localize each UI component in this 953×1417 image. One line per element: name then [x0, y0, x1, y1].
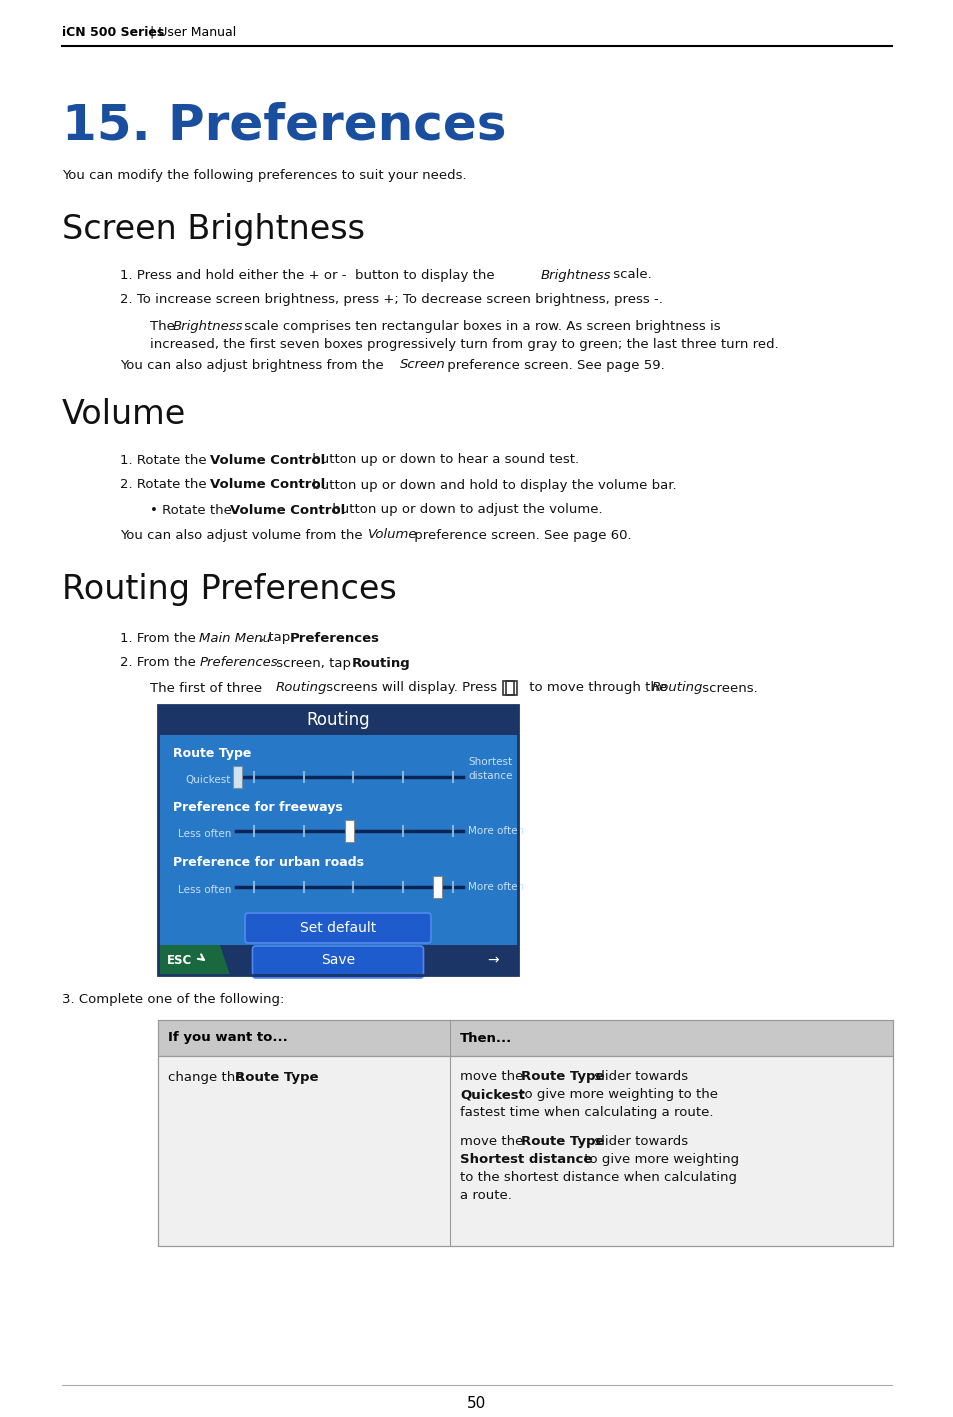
- Text: Route Type: Route Type: [520, 1070, 604, 1083]
- Text: 1. From the: 1. From the: [120, 632, 200, 645]
- Text: 1. Press and hold either the + or -  button to display the: 1. Press and hold either the + or - butt…: [120, 268, 498, 282]
- Text: →: →: [487, 954, 498, 966]
- Text: 2. To increase screen brightness, press +; To decrease screen brightness, press : 2. To increase screen brightness, press …: [120, 293, 662, 306]
- Text: Volume Control: Volume Control: [210, 479, 325, 492]
- Text: Quickest: Quickest: [186, 775, 231, 785]
- Text: Then...: Then...: [459, 1032, 512, 1044]
- Bar: [158, 1056, 892, 1246]
- Text: screen, tap: screen, tap: [272, 656, 355, 669]
- Text: Save: Save: [320, 954, 355, 966]
- Text: slider towards: slider towards: [589, 1070, 687, 1083]
- Bar: [158, 945, 517, 975]
- Bar: [502, 682, 514, 694]
- Text: Routing: Routing: [352, 656, 411, 669]
- Text: More often: More often: [468, 881, 523, 891]
- Text: Preferences: Preferences: [290, 632, 379, 645]
- Text: You can also adjust brightness from the: You can also adjust brightness from the: [120, 359, 388, 371]
- Bar: [158, 1020, 892, 1056]
- Polygon shape: [220, 945, 230, 975]
- Text: Brightness: Brightness: [540, 268, 611, 282]
- Text: screens will display. Press: screens will display. Press: [322, 682, 497, 694]
- Text: Volume: Volume: [368, 529, 417, 541]
- Text: button up or down to adjust the volume.: button up or down to adjust the volume.: [328, 503, 602, 517]
- Text: | User Manual: | User Manual: [150, 26, 236, 38]
- Text: Volume: Volume: [62, 398, 186, 432]
- Text: to the shortest distance when calculating: to the shortest distance when calculatin…: [459, 1170, 737, 1185]
- Text: Route Type: Route Type: [520, 1135, 604, 1148]
- Text: .: .: [398, 656, 403, 669]
- Bar: [158, 735, 517, 945]
- Text: Set default: Set default: [299, 921, 375, 935]
- Text: Route Type: Route Type: [234, 1071, 318, 1084]
- Text: Brightness: Brightness: [172, 320, 243, 333]
- Text: Volume Control: Volume Control: [210, 453, 325, 466]
- Bar: [433, 876, 441, 898]
- Text: 2. Rotate the: 2. Rotate the: [120, 479, 211, 492]
- Text: Shortest
distance: Shortest distance: [468, 758, 512, 781]
- Bar: [158, 706, 517, 735]
- Text: ESC: ESC: [167, 954, 193, 966]
- Text: 2. From the: 2. From the: [120, 656, 200, 669]
- Text: Shortest distance: Shortest distance: [459, 1153, 592, 1166]
- Text: preference screen. See page 60.: preference screen. See page 60.: [410, 529, 631, 541]
- Text: change the: change the: [168, 1071, 248, 1084]
- Text: button up or down and hold to display the volume bar.: button up or down and hold to display th…: [308, 479, 676, 492]
- Text: Less often: Less often: [177, 829, 231, 839]
- FancyBboxPatch shape: [245, 913, 431, 942]
- Text: Routing: Routing: [651, 682, 702, 694]
- Text: button up or down to hear a sound test.: button up or down to hear a sound test.: [308, 453, 578, 466]
- Bar: [233, 767, 242, 788]
- Text: move the: move the: [459, 1135, 527, 1148]
- Text: Screen: Screen: [399, 359, 445, 371]
- Text: increased, the first seven boxes progressively turn from gray to green; the last: increased, the first seven boxes progres…: [150, 339, 778, 351]
- Text: The first of three: The first of three: [150, 682, 266, 694]
- Text: • Rotate the: • Rotate the: [150, 503, 236, 517]
- Text: screens.: screens.: [698, 682, 757, 694]
- Text: a route.: a route.: [459, 1189, 512, 1202]
- Text: Screen Brightness: Screen Brightness: [62, 214, 365, 247]
- Text: , tap: , tap: [260, 632, 294, 645]
- Text: Less often: Less often: [177, 886, 231, 896]
- Text: to give more weighting: to give more weighting: [579, 1153, 739, 1166]
- Text: to move through the: to move through the: [524, 682, 671, 694]
- Bar: [158, 945, 220, 975]
- Bar: [505, 682, 517, 694]
- Text: Route Type: Route Type: [172, 747, 251, 760]
- Text: Main Menu: Main Menu: [199, 632, 271, 645]
- Text: move the: move the: [459, 1070, 527, 1083]
- Text: The: The: [150, 320, 179, 333]
- Bar: [158, 706, 517, 975]
- Text: 50: 50: [467, 1396, 486, 1410]
- Text: 3. Complete one of the following:: 3. Complete one of the following:: [62, 993, 284, 1006]
- Text: preference screen. See page 59.: preference screen. See page 59.: [442, 359, 664, 371]
- Text: fastest time when calculating a route.: fastest time when calculating a route.: [459, 1107, 713, 1119]
- Bar: [158, 1020, 892, 1246]
- Text: .: .: [363, 632, 367, 645]
- Text: to give more weighting to the: to give more weighting to the: [515, 1088, 718, 1101]
- Text: Preference for freeways: Preference for freeways: [172, 801, 342, 813]
- Text: Preference for urban roads: Preference for urban roads: [172, 856, 364, 870]
- Text: 15. Preferences: 15. Preferences: [62, 101, 506, 149]
- Text: 1. Rotate the: 1. Rotate the: [120, 453, 211, 466]
- Bar: [345, 820, 355, 842]
- Text: scale.: scale.: [608, 268, 651, 282]
- Text: Quickest: Quickest: [459, 1088, 524, 1101]
- Text: iCN 500 Series: iCN 500 Series: [62, 26, 164, 38]
- FancyBboxPatch shape: [253, 947, 423, 978]
- Text: Routing: Routing: [306, 711, 370, 728]
- Text: scale comprises ten rectangular boxes in a row. As screen brightness is: scale comprises ten rectangular boxes in…: [240, 320, 720, 333]
- Text: Routing Preferences: Routing Preferences: [62, 574, 396, 606]
- Text: Volume Control: Volume Control: [230, 503, 345, 517]
- Text: You can also adjust volume from the: You can also adjust volume from the: [120, 529, 367, 541]
- Text: Routing: Routing: [275, 682, 327, 694]
- Text: You can modify the following preferences to suit your needs.: You can modify the following preferences…: [62, 169, 466, 181]
- Text: Preferences: Preferences: [200, 656, 278, 669]
- Text: slider towards: slider towards: [589, 1135, 687, 1148]
- Text: More often: More often: [468, 826, 523, 836]
- Text: If you want to...: If you want to...: [168, 1032, 288, 1044]
